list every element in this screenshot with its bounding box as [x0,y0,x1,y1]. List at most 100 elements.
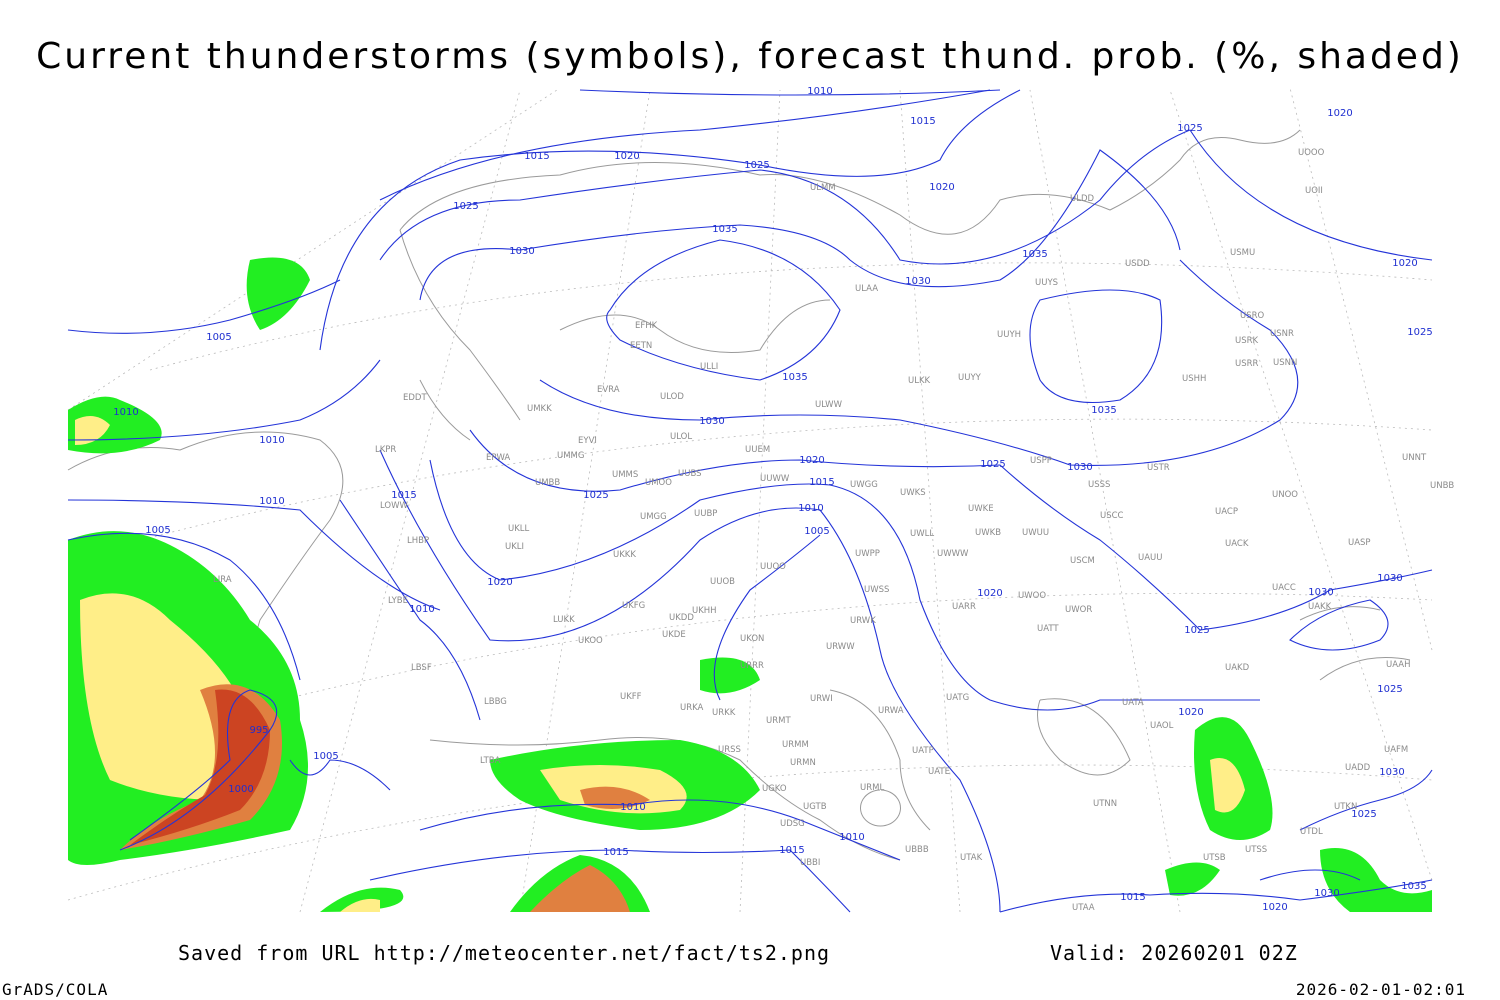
station-label: ULMM [810,183,836,193]
isobar-label: 1035 [1022,249,1047,260]
station-label: LBSF [411,663,432,673]
station-label: UMMG [557,451,584,461]
station-label: ULOD [660,392,684,402]
station-label: ULWW [815,400,843,410]
station-label: USMU [1230,248,1255,258]
isobar-label: 1035 [782,372,807,383]
isobar-label: 1030 [1377,573,1402,584]
station-label: UATG [946,693,969,703]
station-label: LHBP [407,536,429,546]
isobar-label: 1005 [313,751,338,762]
valid-time: Valid: 20260201 02Z [1050,941,1298,965]
isobar-label: 1030 [699,416,724,427]
isobar-label: 1000 [228,784,253,795]
station-label: UTAA [1072,903,1095,913]
station-label: UKKK [613,550,636,560]
station-label: UWOO [1018,591,1046,601]
station-label: UTAK [960,853,983,863]
station-label: UAOL [1150,721,1174,731]
isobar-label: 1030 [1308,587,1333,598]
station-label: UWWW [937,549,969,559]
station-label: UUYY [958,373,982,383]
station-label: UBBB [905,845,929,855]
isobar-label: 1020 [799,455,824,466]
station-label: USHH [1182,374,1206,384]
station-label: UOOO [1298,148,1325,158]
station-label: UTSB [1203,853,1226,863]
station-label: UKON [740,634,764,644]
isobar-label: 1025 [453,201,478,212]
station-label: UARR [952,602,976,612]
map: 1010 1015 1020 1025 1015 1020 1025 1025 1020 1035… [67,86,1454,913]
isobar-label: 1020 [487,577,512,588]
station-label: URWA [878,706,904,716]
station-label: UWKE [968,504,994,514]
station-label: ULKK [908,376,931,386]
isobar-label: 1025 [1184,625,1209,636]
station-label: UAKK [1308,602,1332,612]
station-label: UKLI [505,542,524,552]
station-label: UTSS [1245,845,1267,855]
isobar-label: 1010 [113,407,138,418]
isobar-label: 1015 [779,845,804,856]
isobar-label: 1020 [1392,258,1417,269]
station-label: UKOO [578,636,603,646]
isobar-label: 1010 [620,802,645,813]
station-label: EDDT [403,393,427,403]
station-label: URKK [712,708,736,718]
station-label: UKDE [662,630,686,640]
station-label: UUBS [678,469,702,479]
isobar-label: 1030 [509,246,534,257]
isobar-label: 1015 [524,151,549,162]
station-label: UAAH [1386,660,1410,670]
station-label: USNR [1270,329,1294,339]
isobar-label: 1020 [1262,902,1287,913]
isobar-label: 1020 [929,182,954,193]
station-label: USSS [1088,480,1110,490]
station-label: UTNN [1093,799,1117,809]
probability-shading [68,257,1432,912]
isobar-label: 1030 [1067,462,1092,473]
isobar-label: 1010 [839,832,864,843]
station-label: EFHK [635,321,658,331]
isobar-label: 1025 [1351,809,1376,820]
station-label: URSS [718,745,741,755]
isobar-label: 1020 [1327,108,1352,119]
isobar-label: 1020 [977,588,1002,599]
station-label: URMT [766,716,791,726]
isobar-label: 1020 [614,151,639,162]
station-label: UACP [1215,507,1238,517]
station-label: ULDD [1070,194,1095,204]
station-label: UMBB [535,478,560,488]
station-label: UUBP [694,509,717,519]
station-label: UATE [928,767,950,777]
station-label: LYBE [388,596,408,606]
station-label: UWUU [1022,528,1049,538]
station-label: URMM [782,740,809,750]
map-area [68,88,1432,912]
station-label: UMMS [612,470,638,480]
station-label: ULAA [855,284,878,294]
station-label: UKDD [669,613,694,623]
station-label: LIRA [213,575,232,585]
station-label: UADD [1345,763,1371,773]
isobar-label: 1025 [1407,327,1432,338]
isobar-label: 1025 [744,160,769,171]
isobar-label: 1010 [259,496,284,507]
title: Current thunderstorms (symbols), forecas… [36,36,1464,77]
isobars [67,89,1433,913]
station-label: USCC [1100,511,1124,521]
station-label: URKA [680,703,704,713]
station-label: LBBG [484,697,507,707]
isobar-label: 1015 [809,477,834,488]
station-label: UKLL [508,524,530,534]
isobar-label: 1010 [259,435,284,446]
station-label: UKFF [620,692,642,702]
software: GrADS/COLA [2,980,108,999]
station-label: UWSS [864,585,889,595]
isobar-label: 1010 [409,604,434,615]
station-label: UWPP [855,549,880,559]
station-label: UMOO [645,478,672,488]
station-label: LTBA [480,756,501,766]
station-label: UATT [1037,624,1059,634]
